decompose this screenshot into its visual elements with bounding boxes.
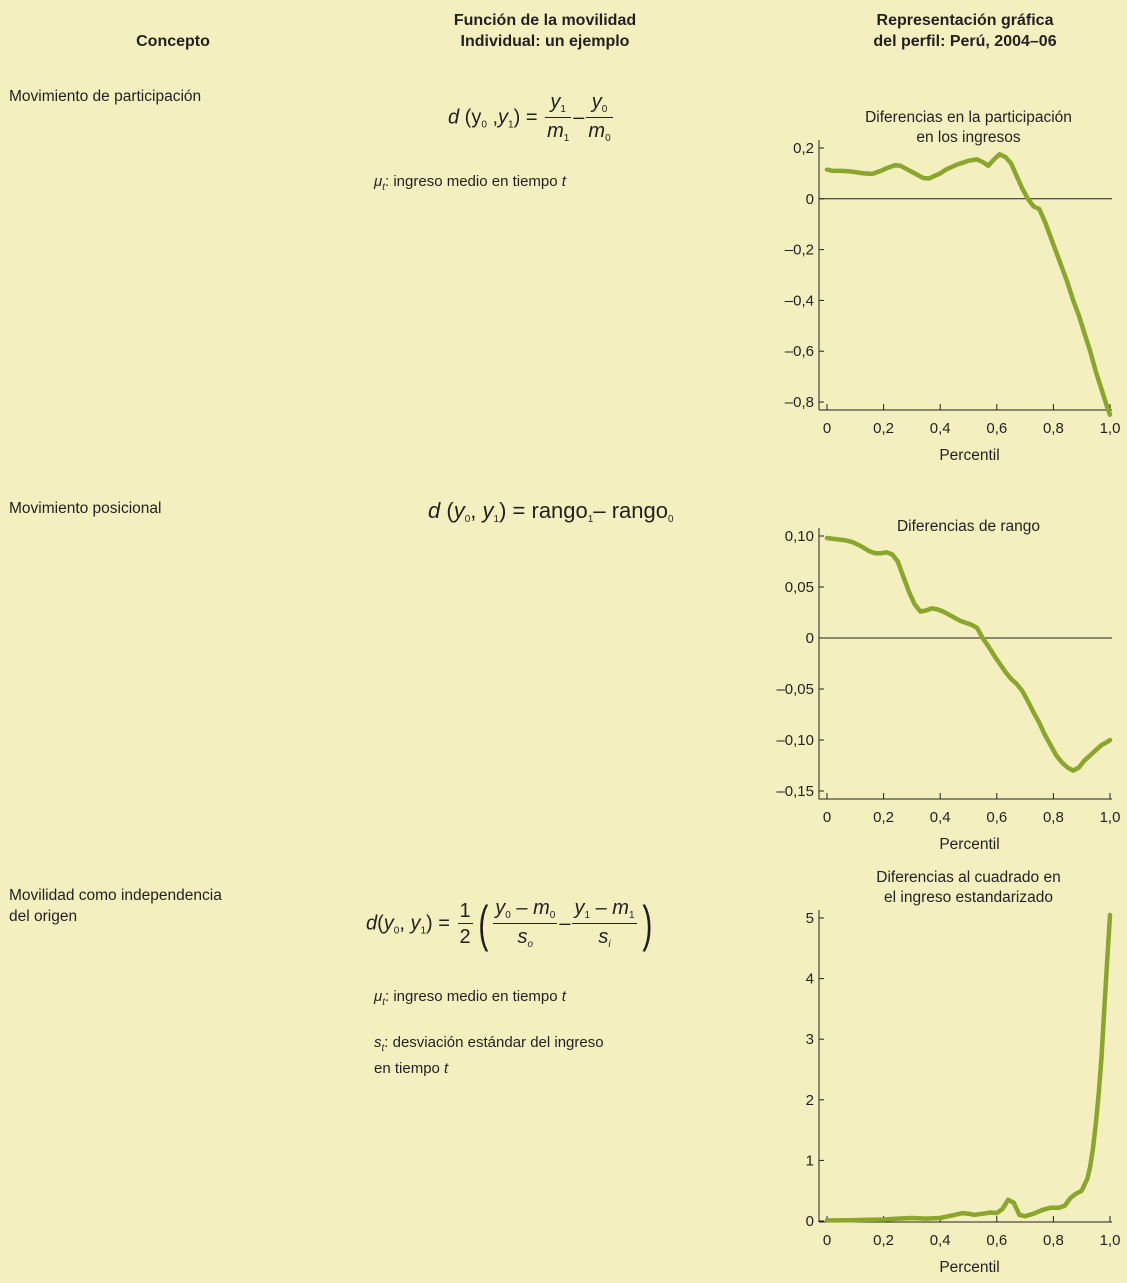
chart-title-line: Diferencias al cuadrado en	[876, 869, 1060, 886]
series-line	[824, 152, 1113, 417]
x-tick-label: 0	[823, 1232, 831, 1249]
formula-independencia: d(y0, y1) = 1 2(y0 – m0 so – y1 – m1 si)	[366, 896, 652, 952]
x-tick-label: 0,4	[930, 420, 951, 437]
y-tick-label: 0,10	[785, 528, 814, 545]
x-axis-label: Percentil	[939, 1259, 999, 1276]
concept-posicional: Movimiento posicional	[9, 500, 162, 517]
y-tick-label: 1	[806, 1152, 814, 1169]
x-tick-label: 0,2	[873, 420, 894, 437]
chart-2: Diferencias de rango 0,10 0,05 0 –0,05 –0,10 –…	[776, 518, 1120, 853]
x-tick-label: 0,4	[930, 1232, 951, 1249]
x-tick-label: 0	[823, 420, 831, 437]
y-tick-label: 0	[806, 191, 814, 208]
y-tick-label: –0,10	[776, 732, 814, 749]
note-mu-3: μt: ingreso medio en tiempo t	[374, 988, 566, 1008]
y-tick-label: 5	[806, 910, 814, 927]
header-function: Función de la movilidad Individual: un e…	[390, 10, 700, 52]
x-tick-label: 1,0	[1100, 809, 1121, 826]
formula-posicional: d (y0, y1) = rango1– rango0	[428, 498, 674, 525]
x-axis-label: Percentil	[939, 836, 999, 853]
fraction-y0-m0: y0 m0	[586, 91, 613, 144]
x-tick-label: 1,0	[1100, 420, 1121, 437]
fraction-y1-m1: y1 m1	[545, 91, 572, 144]
y-tick-label: –0,8	[785, 394, 814, 411]
x-tick-label: 0,6	[986, 420, 1007, 437]
concept-independencia: Movilidad como independencia del origen	[9, 887, 222, 925]
y-tick-label: 3	[806, 1031, 814, 1048]
y-tick-label: 0,05	[785, 579, 814, 596]
x-tick-label: 0,2	[873, 809, 894, 826]
y-tick-label: 0	[806, 630, 814, 647]
chart-title-line: Diferencias de rango	[897, 518, 1040, 535]
header-function-line1: Función de la movilidad	[453, 12, 637, 29]
y-tick-label: 2	[806, 1092, 814, 1109]
x-tick-label: 0,6	[986, 809, 1007, 826]
header-function-line2: Individual: un ejemplo	[460, 33, 630, 50]
x-axis-label: Percentil	[939, 447, 999, 464]
y-tick-label: 4	[806, 971, 814, 988]
fraction-standardized-0: y0 – m0 so	[493, 897, 558, 950]
header-graph-line1: Representación gráfica	[876, 12, 1054, 29]
formula-participacion: d (y0 ,y1) = y1 m1– y0 m0	[448, 91, 613, 144]
y-tick-label: –0,6	[785, 343, 814, 360]
y-tick-label: –0,4	[785, 292, 814, 309]
chart-title-line: en los ingresos	[916, 129, 1021, 146]
y-tick-label: 0,2	[793, 140, 814, 157]
y-tick-label: –0,05	[776, 681, 814, 698]
series-line	[824, 535, 1113, 773]
header-concept: Concepto	[136, 33, 210, 50]
y-tick-label: –0,2	[785, 242, 814, 259]
concept-participacion: Movimiento de participación	[9, 88, 202, 105]
note-sigma-3: st: desviación estándar del ingreso en t…	[374, 1034, 604, 1077]
chart-1: Diferencias en la participación en los in…	[785, 109, 1121, 464]
y-tick-label: –0,15	[776, 783, 814, 800]
chart-title-line: el ingreso estandarizado	[884, 889, 1053, 906]
header-graph: Representación gráfica del perfil: Perú,…	[810, 10, 1120, 52]
header-graph-line2: del perfil: Perú, 2004–06	[873, 33, 1057, 50]
note-mu-1: μt: ingreso medio en tiempo t	[374, 173, 566, 193]
x-tick-label: 0,4	[930, 809, 951, 826]
x-tick-label: 0,2	[873, 1232, 894, 1249]
x-tick-label: 0,8	[1043, 420, 1064, 437]
x-tick-label: 0,8	[1043, 809, 1064, 826]
series-line	[824, 912, 1113, 1223]
x-tick-label: 0,8	[1043, 1232, 1064, 1249]
x-tick-label: 0	[823, 809, 831, 826]
fraction-standardized-1: y1 – m1 si	[572, 897, 637, 950]
x-tick-label: 0,6	[986, 1232, 1007, 1249]
y-tick-label: 0	[806, 1213, 814, 1230]
chart-title-line: Diferencias en la participación	[865, 109, 1072, 126]
chart-3: Diferencias al cuadrado en el ingreso est…	[806, 869, 1121, 1276]
x-tick-label: 1,0	[1100, 1232, 1121, 1249]
